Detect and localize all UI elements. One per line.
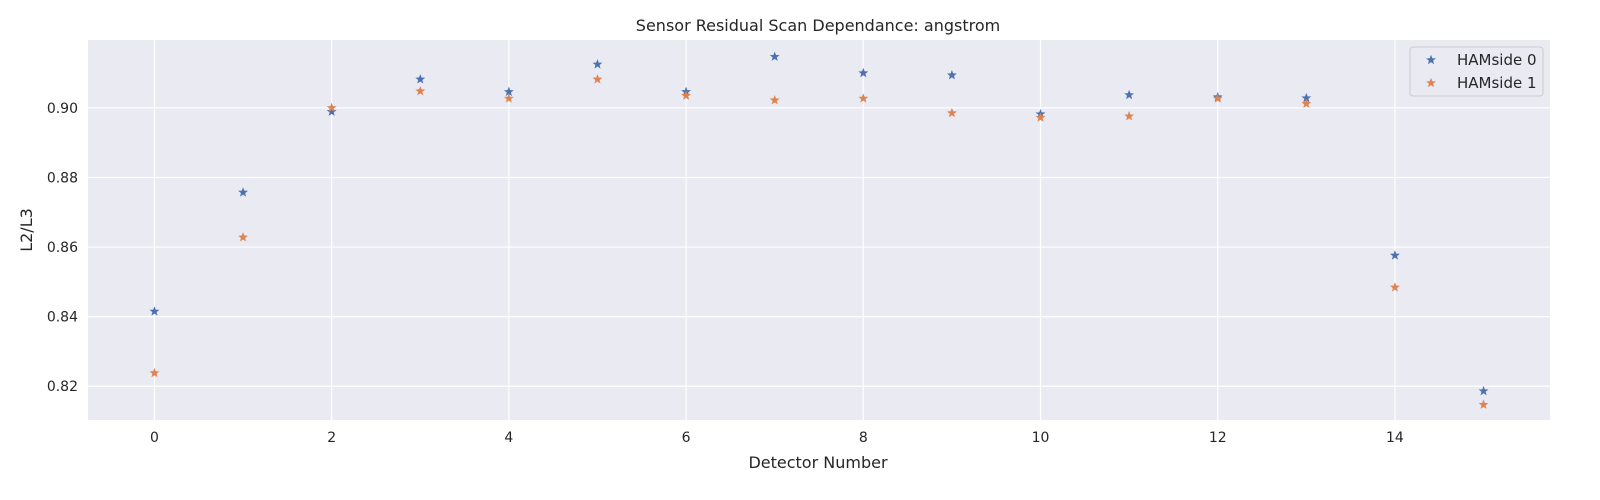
data-point-series-1: [1124, 111, 1135, 121]
data-point-series-0: [1389, 250, 1400, 260]
y-tick-labels: 0.82 0.84 0.86 0.88 0.90: [47, 101, 78, 395]
data-point-series-0: [503, 86, 514, 97]
data-point-series-1: [1301, 98, 1312, 108]
data-point-series-0: [238, 187, 249, 197]
data-point-series-1: [946, 107, 957, 118]
x-tick-label: 6: [682, 430, 691, 446]
legend-label-series-1: HAMside 1: [1457, 74, 1537, 92]
data-point-series-0: [1478, 385, 1489, 396]
x-tick-label: 0: [150, 430, 159, 446]
plot-area: [88, 40, 1550, 420]
x-tick-label: 10: [1032, 430, 1050, 446]
legend-marker-series-1: [1426, 77, 1436, 88]
data-points: [149, 51, 1489, 409]
grid-lines: [88, 40, 1550, 420]
data-point-series-1: [149, 367, 160, 378]
data-point-series-1: [326, 102, 337, 113]
data-point-series-0: [1124, 89, 1135, 100]
y-tick-label: 0.84: [47, 310, 78, 326]
data-point-series-0: [769, 51, 780, 61]
data-point-series-1: [1035, 112, 1046, 122]
data-point-series-1: [1212, 93, 1223, 103]
chart-title: Sensor Residual Scan Dependance: angstro…: [636, 16, 1000, 35]
data-point-series-1: [769, 95, 780, 105]
data-point-series-1: [503, 93, 514, 103]
x-tick-labels: 0 2 4 6 8 10 12 14: [150, 430, 1404, 446]
data-point-series-0: [149, 306, 160, 316]
y-tick-label: 0.90: [47, 101, 78, 117]
data-point-series-0: [858, 67, 869, 78]
x-tick-label: 12: [1209, 430, 1227, 446]
data-point-series-1: [592, 74, 603, 84]
data-point-series-0: [946, 69, 957, 80]
y-tick-label: 0.88: [47, 170, 78, 186]
data-point-series-0: [592, 59, 603, 69]
y-tick-label: 0.86: [47, 240, 78, 256]
x-tick-label: 2: [327, 430, 336, 446]
x-axis-label: Detector Number: [748, 453, 888, 472]
legend-label-series-0: HAMside 0: [1457, 51, 1537, 69]
legend: HAMside 0 HAMside 1: [1409, 46, 1544, 97]
data-point-series-1: [858, 93, 869, 103]
data-point-series-0: [415, 74, 426, 84]
data-point-series-1: [1478, 399, 1489, 409]
data-point-series-1: [1389, 282, 1400, 292]
x-tick-label: 14: [1386, 430, 1404, 446]
data-point-series-0: [1301, 92, 1312, 103]
y-axis-label: L2/L3: [17, 208, 36, 252]
data-point-series-0: [326, 106, 337, 116]
data-point-series-1: [681, 90, 692, 100]
data-point-series-1: [238, 232, 249, 242]
data-point-series-1: [415, 85, 426, 96]
legend-marker-series-0: [1426, 54, 1436, 65]
legend-box: [1409, 46, 1544, 97]
y-tick-label: 0.82: [47, 379, 78, 395]
x-tick-label: 4: [504, 430, 513, 446]
x-tick-label: 8: [859, 430, 868, 446]
